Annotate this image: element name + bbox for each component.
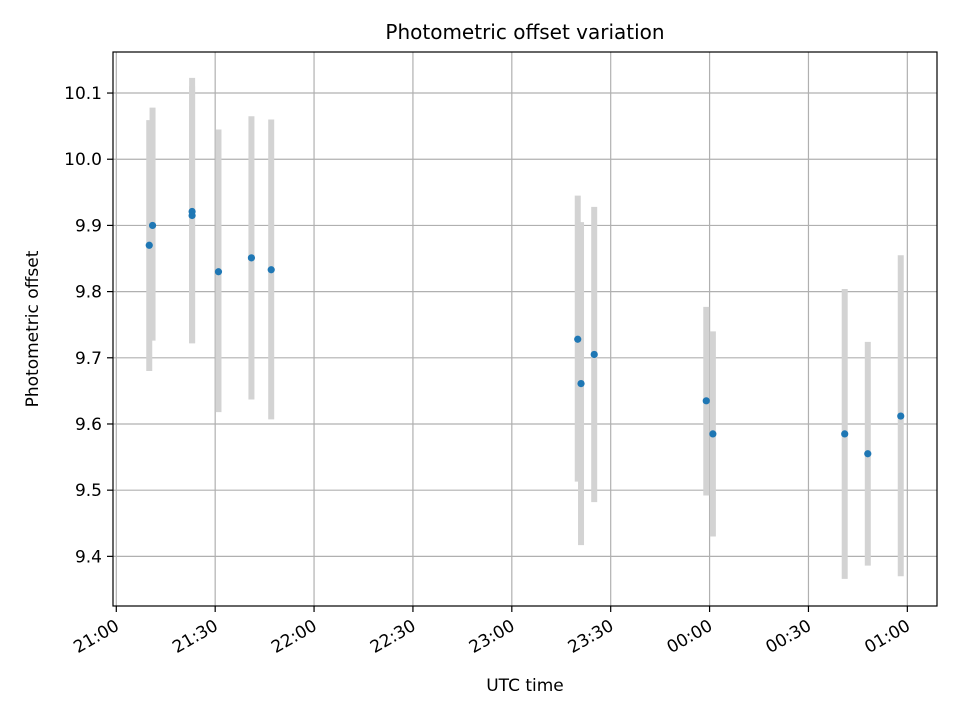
data-point [188, 211, 196, 220]
y-tick-label: 9.6 [75, 415, 102, 435]
y-axis-label: Photometric offset [23, 250, 43, 407]
data-point [841, 430, 849, 438]
y-tick-label: 9.9 [75, 216, 102, 236]
y-tick-label: 9.8 [75, 283, 102, 303]
y-tick-label: 10.1 [64, 84, 102, 104]
y-tick-label: 9.7 [75, 349, 102, 369]
data-point [702, 397, 710, 405]
data-point [590, 350, 598, 359]
y-tick-label: 10.0 [64, 150, 102, 170]
data-point [574, 335, 582, 343]
x-axis-label: UTC time [486, 676, 564, 696]
plot-frame [112, 51, 938, 607]
data-point [864, 450, 872, 458]
data-point [897, 412, 905, 420]
data-point [247, 254, 256, 262]
chart-title: Photometric offset variation [385, 20, 664, 44]
grid [113, 52, 937, 606]
data-points [145, 207, 905, 458]
plot-background [113, 52, 937, 606]
data-point [709, 430, 717, 438]
data-point [148, 221, 157, 230]
data-point [577, 380, 585, 388]
y-tick-label: 9.5 [75, 481, 102, 501]
y-tick-label: 9.4 [75, 547, 102, 567]
y-axis: 9.4 9.5 9.6 9.7 9.8 9.9 10.0 10.1 [64, 84, 113, 567]
data-point [145, 241, 153, 249]
data-point [214, 268, 223, 276]
data-point [267, 266, 275, 274]
